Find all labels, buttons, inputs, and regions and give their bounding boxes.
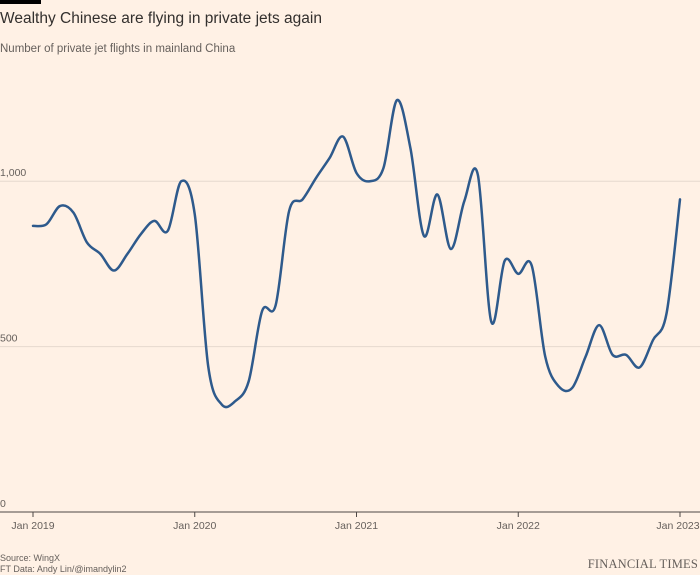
x-axis: Jan 2019 Jan 2020 Jan 2021 Jan 2022 Jan 2023 bbox=[11, 512, 700, 532]
credit-note: FT Data: Andy Lin/@imandylin2 bbox=[0, 564, 127, 574]
chart-title: Wealthy Chinese are flying in private je… bbox=[0, 10, 322, 27]
y-tick-label: 0 bbox=[0, 498, 6, 510]
x-tick-label: Jan 2023 bbox=[656, 520, 699, 532]
y-tick-label: 500 bbox=[0, 333, 18, 345]
chart-subtitle: Number of private jet flights in mainlan… bbox=[0, 43, 236, 55]
x-tick-label: Jan 2019 bbox=[11, 520, 54, 532]
gridlines bbox=[0, 180, 700, 513]
series-layer bbox=[31, 98, 682, 409]
source-note: Source: WingX bbox=[0, 553, 61, 563]
x-tick-label: Jan 2022 bbox=[497, 520, 540, 532]
ft-logo: FINANCIAL TIMES bbox=[587, 557, 698, 571]
x-tick-label: Jan 2021 bbox=[335, 520, 378, 532]
series-line bbox=[31, 98, 682, 409]
y-axis-labels: 0 500 1,000 bbox=[0, 167, 26, 510]
x-tick-label: Jan 2020 bbox=[173, 520, 216, 532]
y-tick-label: 1,000 bbox=[0, 167, 26, 179]
top-accent-bar bbox=[0, 0, 41, 4]
footer: Source: WingX FT Data: Andy Lin/@imandyl… bbox=[0, 553, 127, 575]
